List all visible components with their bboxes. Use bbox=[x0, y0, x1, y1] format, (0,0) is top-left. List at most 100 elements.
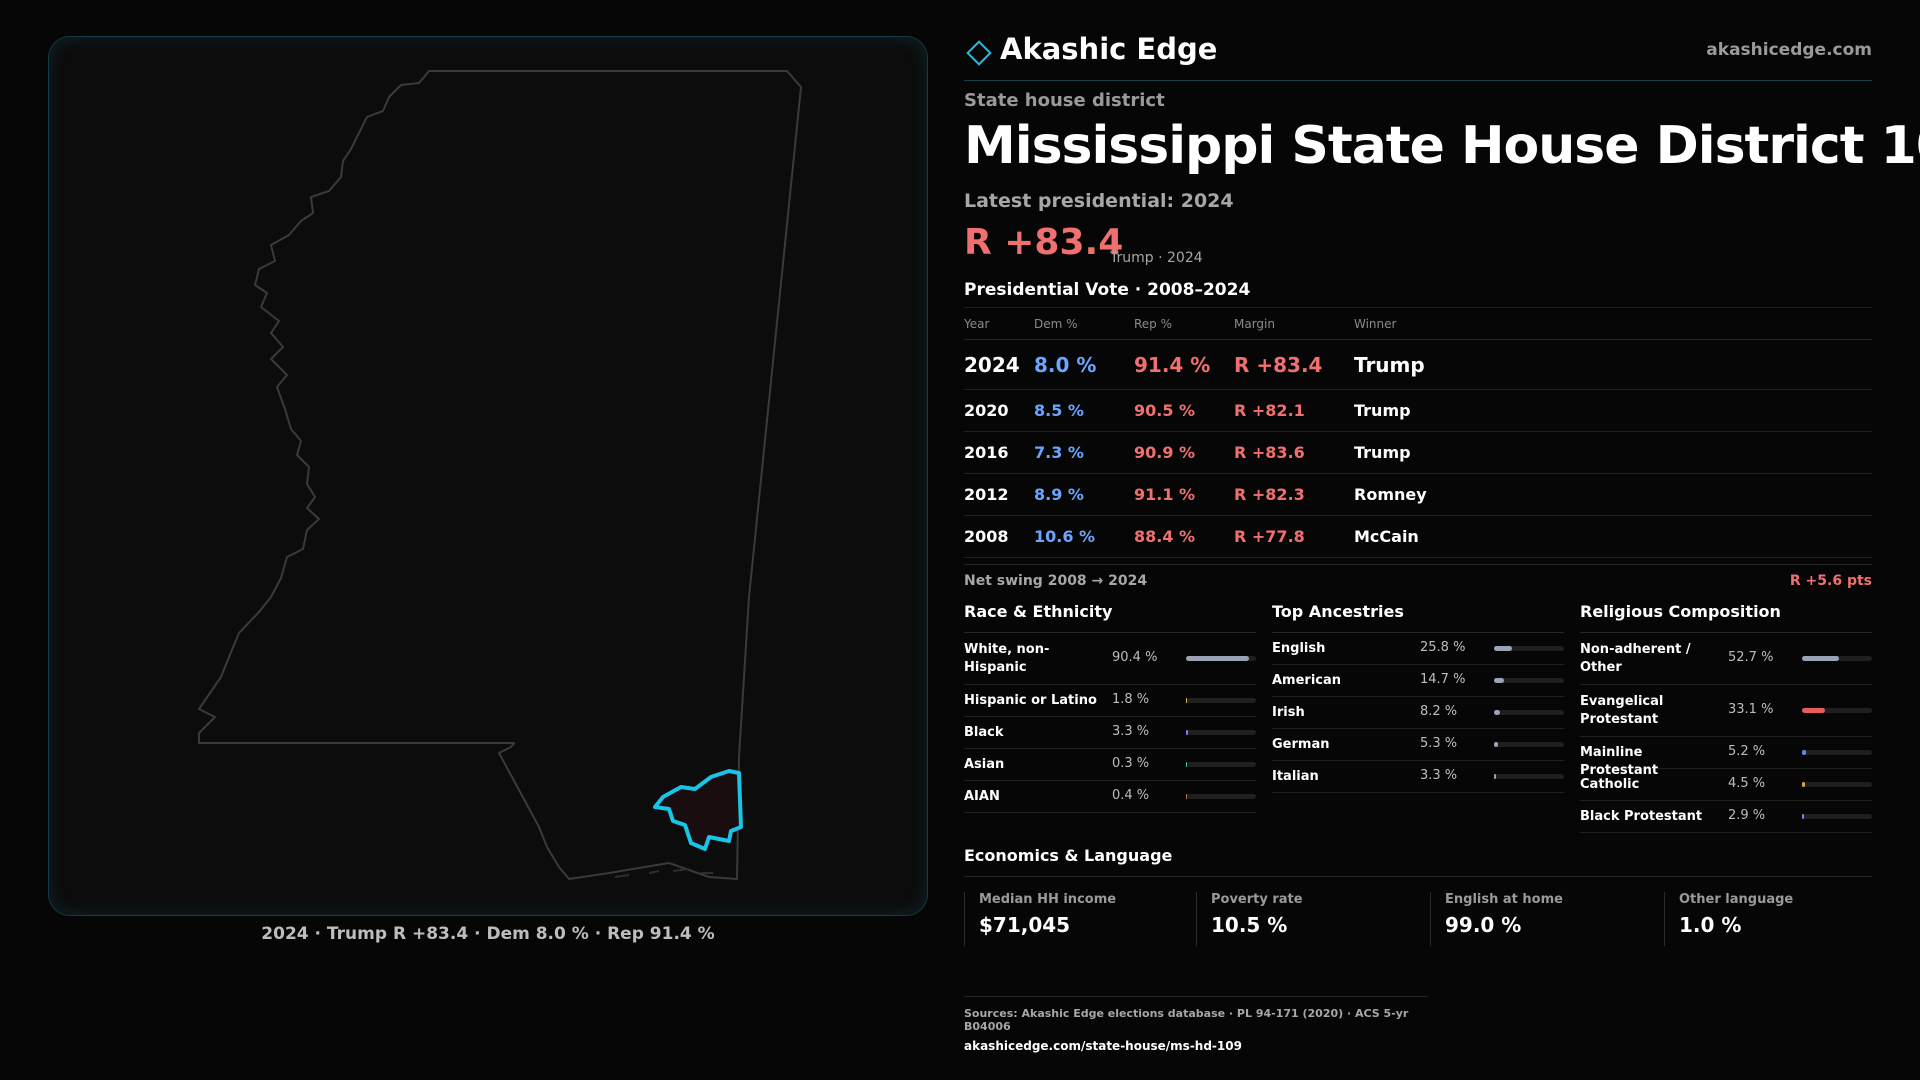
demo-bar bbox=[1802, 814, 1872, 819]
econ-value: 10.5 % bbox=[1211, 913, 1288, 937]
demo-bar bbox=[1186, 698, 1256, 703]
econ-value: 1.0 % bbox=[1679, 913, 1742, 937]
row-margin: R +83.6 bbox=[1234, 431, 1354, 474]
table-row[interactable]: 2008 10.6 % 88.4 % R +77.8 McCain bbox=[964, 515, 1872, 558]
demo-bar bbox=[1494, 678, 1564, 683]
demo-name: German bbox=[1272, 737, 1330, 752]
col-header-year: Year bbox=[964, 307, 1034, 340]
row-year: 2024 bbox=[964, 339, 1034, 390]
demo-bar bbox=[1802, 656, 1872, 661]
map-panel[interactable] bbox=[48, 36, 928, 916]
list-item: Non-adherent / Other 52.7 % bbox=[1580, 633, 1872, 685]
demo-name: Irish bbox=[1272, 705, 1305, 720]
list-item: German 5.3 % bbox=[1272, 729, 1564, 761]
logo-diamond-icon bbox=[966, 40, 992, 66]
net-swing-label: Net swing 2008 → 2024 bbox=[964, 573, 1148, 589]
demo-name: White, non-Hispanic bbox=[964, 642, 1050, 675]
list-item: Irish 8.2 % bbox=[1272, 697, 1564, 729]
list-item: Black Protestant 2.9 % bbox=[1580, 801, 1872, 833]
row-year: 2020 bbox=[964, 389, 1034, 432]
caption-year: 2024 bbox=[261, 924, 309, 944]
col-header-rep: Rep % bbox=[1134, 307, 1234, 340]
demo-bar bbox=[1802, 750, 1872, 755]
list-item: Asian 0.3 % bbox=[964, 749, 1256, 781]
source-url-link[interactable]: akashicedge.com/state-house/ms-hd-109 bbox=[964, 1039, 1242, 1053]
sources-footer: Sources: Akashic Edge elections database… bbox=[964, 996, 1428, 1053]
demo-bar bbox=[1494, 742, 1564, 747]
row-rep: 91.1 % bbox=[1134, 473, 1234, 516]
econ-label: Other language bbox=[1679, 892, 1794, 907]
list-item: White, non-Hispanic 90.4 % bbox=[964, 633, 1256, 685]
table-row[interactable]: 2016 7.3 % 90.9 % R +83.6 Trump bbox=[964, 431, 1872, 474]
demo-value: 33.1 % bbox=[1728, 702, 1774, 717]
caption-winner: Trump bbox=[326, 924, 388, 944]
demo-bar-fill bbox=[1802, 782, 1806, 787]
demo-name: Mainline Protestant bbox=[1580, 745, 1659, 778]
col-header-margin: Margin bbox=[1234, 307, 1354, 340]
col-header-winner: Winner bbox=[1354, 307, 1872, 340]
district-map[interactable] bbox=[49, 37, 929, 917]
demo-value: 0.4 % bbox=[1112, 788, 1150, 803]
demo-name: Hispanic or Latino bbox=[964, 693, 1097, 708]
econ-stat-income: Median HH income $71,045 bbox=[964, 892, 1196, 946]
brand-header: Akashic Edge akashicedge.com bbox=[964, 30, 1872, 81]
demo-bar bbox=[1494, 646, 1564, 651]
row-dem: 7.3 % bbox=[1034, 431, 1134, 474]
ancestry-section: Top Ancestries English 25.8 % American 1… bbox=[1272, 602, 1564, 793]
demo-bar-fill bbox=[1802, 708, 1826, 713]
demo-value: 25.8 % bbox=[1420, 640, 1466, 655]
demo-value: 1.8 % bbox=[1112, 692, 1150, 707]
table-row[interactable]: 2012 8.9 % 91.1 % R +82.3 Romney bbox=[964, 473, 1872, 516]
demo-bar-fill bbox=[1802, 656, 1839, 661]
demo-bar-fill bbox=[1802, 750, 1806, 755]
table-row[interactable]: 2024 8.0 % 91.4 % R +83.4 Trump bbox=[964, 339, 1872, 390]
demo-name: Black Protestant bbox=[1580, 809, 1703, 824]
demo-bar bbox=[1494, 774, 1564, 779]
demo-bar-fill bbox=[1494, 774, 1497, 779]
sources-text: Sources: Akashic Edge elections database… bbox=[964, 1007, 1409, 1033]
row-year: 2012 bbox=[964, 473, 1034, 516]
econ-label: English at home bbox=[1445, 892, 1563, 907]
demo-bar bbox=[1186, 730, 1256, 735]
demo-name: American bbox=[1272, 673, 1342, 688]
table-row[interactable]: 2020 8.5 % 90.5 % R +82.1 Trump bbox=[964, 389, 1872, 432]
row-rep: 90.5 % bbox=[1134, 389, 1234, 432]
demo-bar-fill bbox=[1494, 678, 1505, 683]
info-panel: Akashic Edge akashicedge.com State house… bbox=[964, 0, 1920, 1080]
econ-value: 99.0 % bbox=[1445, 913, 1522, 937]
district-type: State house district bbox=[964, 90, 1165, 111]
list-item: Black 3.3 % bbox=[964, 717, 1256, 749]
row-margin: R +77.8 bbox=[1234, 515, 1354, 558]
demo-bar bbox=[1494, 710, 1564, 715]
headline-margin-sub: Trump · 2024 bbox=[1110, 250, 1203, 266]
state-outline bbox=[198, 70, 802, 880]
page-title: Mississippi State House District 109 bbox=[964, 116, 1920, 176]
net-swing-row: Net swing 2008 → 2024 R +5.6 pts bbox=[964, 564, 1872, 597]
demo-bar bbox=[1186, 762, 1256, 767]
demo-bar-fill bbox=[1494, 710, 1500, 715]
demo-bar-fill bbox=[1494, 742, 1498, 747]
demo-bar-fill bbox=[1186, 698, 1188, 703]
map-caption: 2024 · Trump R +83.4 · Dem 8.0 % · Rep 9… bbox=[261, 924, 715, 944]
econ-stat-other-language: Other language 1.0 % bbox=[1664, 892, 1872, 946]
demo-value: 90.4 % bbox=[1112, 650, 1158, 665]
religion-section: Religious Composition Non-adherent / Oth… bbox=[1580, 602, 1872, 833]
demo-value: 3.3 % bbox=[1420, 768, 1458, 783]
list-item: English 25.8 % bbox=[1272, 633, 1564, 665]
row-dem: 8.0 % bbox=[1034, 339, 1134, 390]
econ-label: Poverty rate bbox=[1211, 892, 1303, 907]
econ-stat-poverty: Poverty rate 10.5 % bbox=[1196, 892, 1428, 946]
row-dem: 10.6 % bbox=[1034, 515, 1134, 558]
religion-title: Religious Composition bbox=[1580, 602, 1872, 633]
brand-url-link[interactable]: akashicedge.com bbox=[1706, 40, 1872, 60]
demo-name: Evangelical Protestant bbox=[1580, 694, 1664, 727]
demo-value: 5.2 % bbox=[1728, 744, 1766, 759]
row-rep: 90.9 % bbox=[1134, 431, 1234, 474]
net-swing-value: R +5.6 pts bbox=[1789, 573, 1872, 589]
demo-name: Asian bbox=[964, 757, 1005, 772]
district-shape[interactable] bbox=[653, 769, 743, 851]
caption-margin: R +83.4 bbox=[392, 924, 469, 944]
demo-name: Non-adherent / Other bbox=[1580, 642, 1691, 675]
presidential-vote-table: Year Dem % Rep % Margin Winner 2024 8.0 … bbox=[964, 307, 1872, 558]
demo-bar-fill bbox=[1802, 814, 1805, 819]
